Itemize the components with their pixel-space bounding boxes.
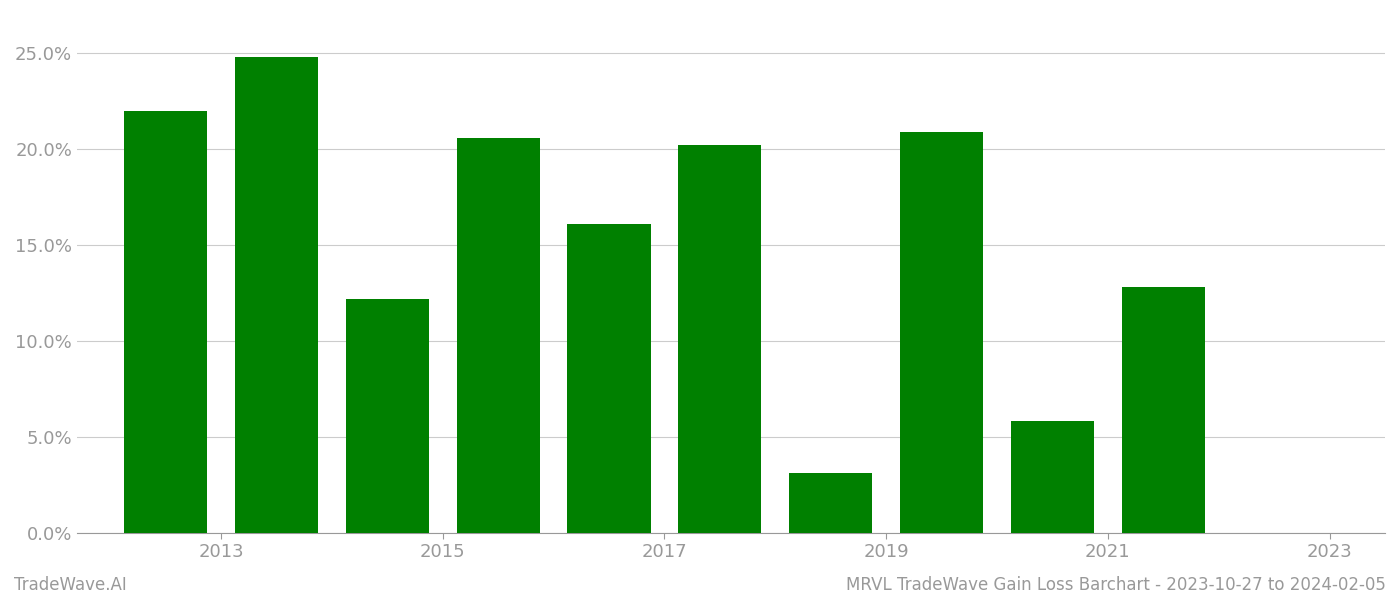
Bar <box>456 137 540 533</box>
Bar <box>1011 421 1093 533</box>
Bar <box>235 57 318 533</box>
Text: MRVL TradeWave Gain Loss Barchart - 2023-10-27 to 2024-02-05: MRVL TradeWave Gain Loss Barchart - 2023… <box>846 576 1386 594</box>
Bar <box>567 224 651 533</box>
Bar <box>346 299 428 533</box>
Bar <box>1121 287 1205 533</box>
Bar <box>679 145 762 533</box>
Bar <box>900 132 983 533</box>
Bar <box>125 111 207 533</box>
Bar <box>790 473 872 533</box>
Text: TradeWave.AI: TradeWave.AI <box>14 576 127 594</box>
